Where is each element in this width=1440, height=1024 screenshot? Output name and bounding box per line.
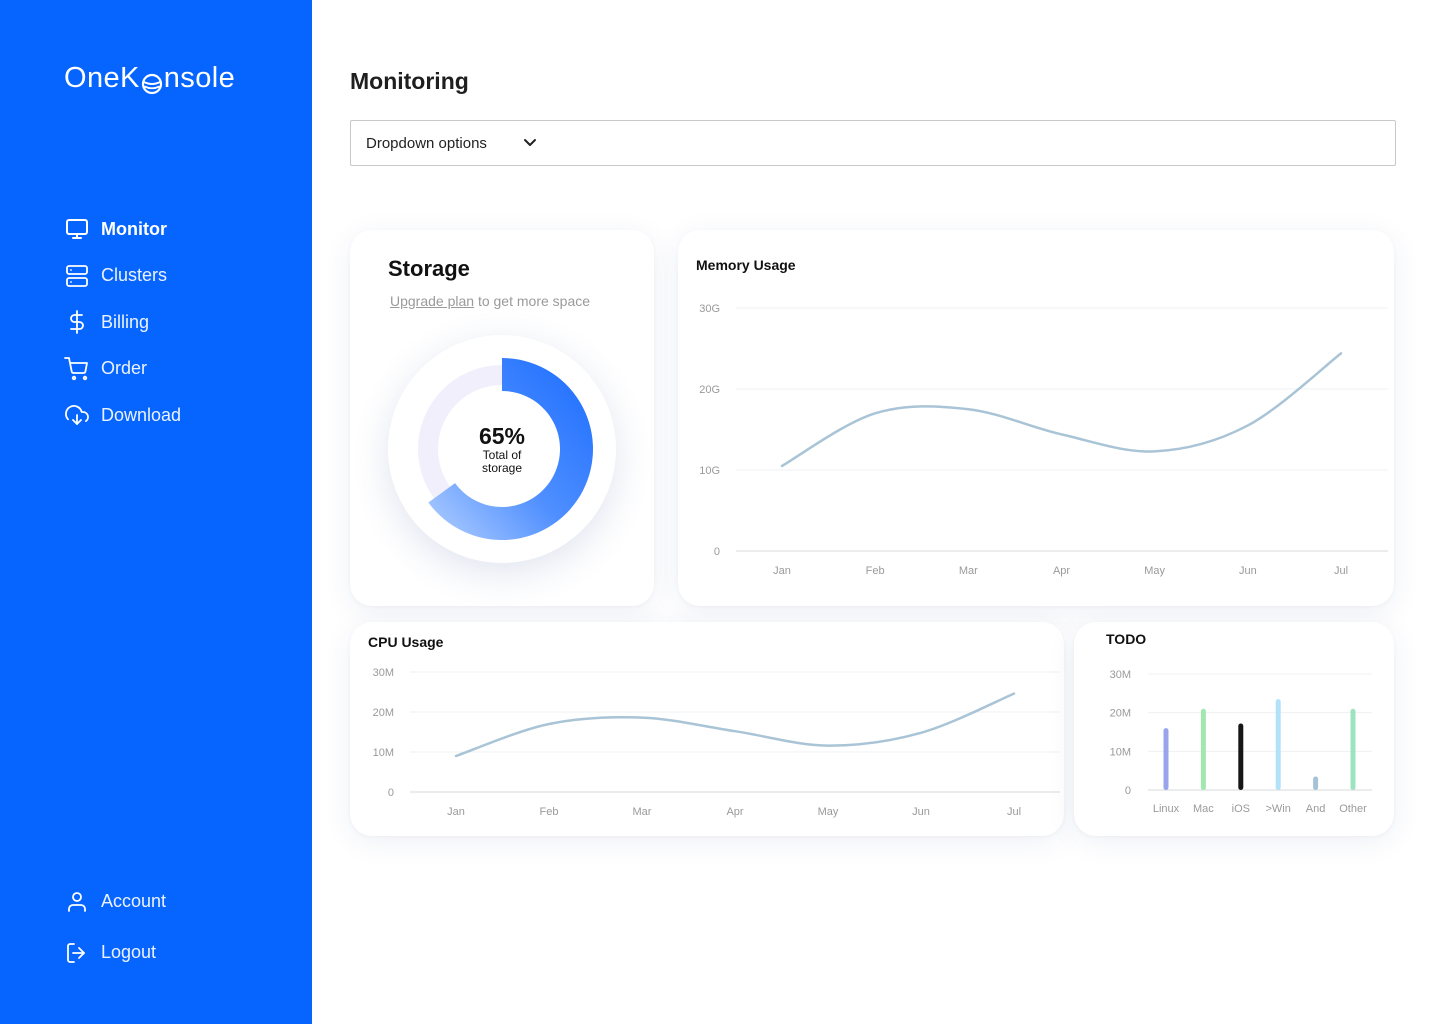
storage-subtitle: Upgrade plan to get more space bbox=[390, 293, 590, 309]
donut-label: 65% Total of storage bbox=[388, 423, 616, 475]
sidebar-nav: Monitor Clusters Billing Order Download bbox=[64, 206, 181, 439]
memory-chart-title: Memory Usage bbox=[696, 257, 796, 273]
todo-y-tick-label: 10M bbox=[1110, 746, 1131, 758]
user-icon bbox=[64, 889, 90, 915]
cpu-y-tick-label: 10M bbox=[373, 747, 394, 759]
sidebar: OneK nsole Monitor Clusters Billing Order… bbox=[0, 0, 312, 1024]
memory-x-tick-label: Jan bbox=[773, 565, 791, 577]
sidebar-item-label: Account bbox=[101, 891, 167, 911]
memory-y-tick-label: 30G bbox=[699, 303, 720, 315]
sidebar-item-label: Clusters bbox=[101, 265, 168, 286]
todo-x-tick-label: Mac bbox=[1193, 803, 1214, 815]
logo-text-end: nsole bbox=[163, 62, 236, 94]
sidebar-item-label: Order bbox=[101, 358, 148, 379]
cpu-x-tick-label: May bbox=[818, 806, 839, 818]
donut-progress bbox=[428, 358, 593, 540]
memory-y-tick-label: 10G bbox=[699, 465, 720, 477]
storage-card: Storage Upgrade plan to get more space 6… bbox=[350, 230, 654, 606]
todo-x-tick-label: And bbox=[1306, 803, 1326, 815]
storage-caption: Total of storage bbox=[481, 448, 523, 475]
memory-x-tick-label: Apr bbox=[1053, 565, 1070, 577]
dropdown-selected-value: Dropdown options bbox=[366, 134, 487, 152]
sidebar-item-order[interactable]: Order bbox=[64, 346, 181, 393]
memory-series-line bbox=[780, 352, 1343, 468]
sidebar-item-label: Download bbox=[101, 404, 182, 425]
memory-x-tick-label: Feb bbox=[866, 565, 885, 577]
memory-x-tick-label: May bbox=[1144, 565, 1165, 577]
cpu-chart-title: CPU Usage bbox=[368, 634, 444, 650]
memory-usage-card: Memory Usage 0 10G 20G 30G Jan Feb Mar Apr May Ju… bbox=[678, 230, 1394, 606]
storage-subtitle-text: to get more space bbox=[474, 293, 591, 309]
memory-x-tick-label: Jun bbox=[1239, 565, 1257, 577]
todo-x-tick-label: >Win bbox=[1266, 803, 1291, 815]
cloud-download-icon bbox=[64, 402, 90, 428]
todo-bar-chart: 0 10M 20M 30M Linux Mac iOS >Win And Other bbox=[1110, 669, 1372, 815]
sidebar-item-billing[interactable]: Billing bbox=[64, 299, 181, 346]
server-icon bbox=[64, 263, 90, 289]
sidebar-item-label: Monitor bbox=[101, 218, 167, 239]
memory-y-tick-label: 20G bbox=[699, 384, 720, 396]
todo-bar bbox=[1313, 776, 1319, 790]
page-title: Monitoring bbox=[350, 68, 469, 94]
dollar-icon bbox=[64, 309, 90, 335]
logout-icon bbox=[64, 940, 90, 966]
todo-bar bbox=[1238, 723, 1244, 790]
todo-bar bbox=[1200, 708, 1206, 790]
sidebar-item-label: Logout bbox=[101, 942, 157, 962]
monitor-icon bbox=[64, 216, 90, 242]
cpu-x-tick-label: Jul bbox=[1007, 806, 1021, 818]
options-dropdown[interactable]: Dropdown options bbox=[350, 120, 1396, 166]
storage-donut: 65% Total of storage bbox=[388, 335, 616, 563]
todo-bar bbox=[1163, 728, 1169, 790]
cpu-y-tick-label: 30M bbox=[373, 667, 394, 679]
cpu-x-tick-label: Feb bbox=[540, 806, 559, 818]
donut-chart bbox=[418, 358, 593, 540]
logo-globe-icon bbox=[141, 70, 163, 94]
cpu-y-tick-label: 0 bbox=[388, 787, 394, 799]
cpu-y-tick-label: 20M bbox=[373, 707, 394, 719]
todo-y-tick-label: 30M bbox=[1110, 669, 1131, 681]
cpu-x-tick-label: Mar bbox=[633, 806, 652, 818]
cart-icon bbox=[64, 356, 90, 382]
memory-x-tick-label: Mar bbox=[959, 565, 978, 577]
todo-x-tick-label: Other bbox=[1339, 803, 1367, 815]
memory-y-tick-label: 0 bbox=[714, 546, 720, 558]
cpu-x-tick-label: Jan bbox=[447, 806, 465, 818]
todo-y-tick-label: 0 bbox=[1125, 785, 1131, 797]
sidebar-item-label: Billing bbox=[101, 311, 150, 332]
cpu-usage-chart: 0 10M 20M 30M Jan Feb Mar Apr May Jun Jul bbox=[373, 667, 1060, 818]
todo-chart-title: TODO bbox=[1106, 631, 1147, 647]
cpu-series-line bbox=[454, 692, 1016, 758]
sidebar-item-account[interactable]: Account bbox=[64, 876, 166, 927]
storage-title: Storage bbox=[388, 256, 470, 281]
sidebar-item-logout[interactable]: Logout bbox=[64, 927, 166, 978]
app-logo[interactable]: OneK nsole bbox=[64, 62, 235, 95]
sidebar-item-download[interactable]: Download bbox=[64, 392, 181, 439]
memory-x-tick-label: Jul bbox=[1334, 565, 1348, 577]
todo-y-tick-label: 20M bbox=[1110, 708, 1131, 720]
todo-card: TODO 0 10M 20M 30M Linux Mac iOS >Win And Other bbox=[1074, 622, 1394, 836]
todo-bar bbox=[1350, 708, 1356, 790]
todo-x-tick-label: iOS bbox=[1232, 803, 1250, 815]
sidebar-item-clusters[interactable]: Clusters bbox=[64, 253, 181, 300]
storage-percent: 65% bbox=[478, 423, 526, 449]
chevron-down-icon bbox=[523, 138, 537, 148]
todo-x-tick-label: Linux bbox=[1153, 803, 1180, 815]
sidebar-item-monitor[interactable]: Monitor bbox=[64, 206, 181, 253]
memory-usage-chart: 0 10G 20G 30G Jan Feb Mar Apr May Jun Jul bbox=[699, 303, 1388, 577]
cpu-x-tick-label: Jun bbox=[912, 806, 930, 818]
todo-bar bbox=[1275, 699, 1281, 790]
upgrade-plan-link[interactable]: Upgrade plan bbox=[390, 293, 475, 309]
sidebar-bottom-nav: Account Logout bbox=[64, 876, 166, 978]
logo-text-start: OneK bbox=[64, 62, 140, 94]
cpu-x-tick-label: Apr bbox=[726, 806, 743, 818]
cpu-usage-card: CPU Usage 0 10M 20M 30M Jan Feb Mar Apr May Jun Ju… bbox=[350, 622, 1064, 836]
